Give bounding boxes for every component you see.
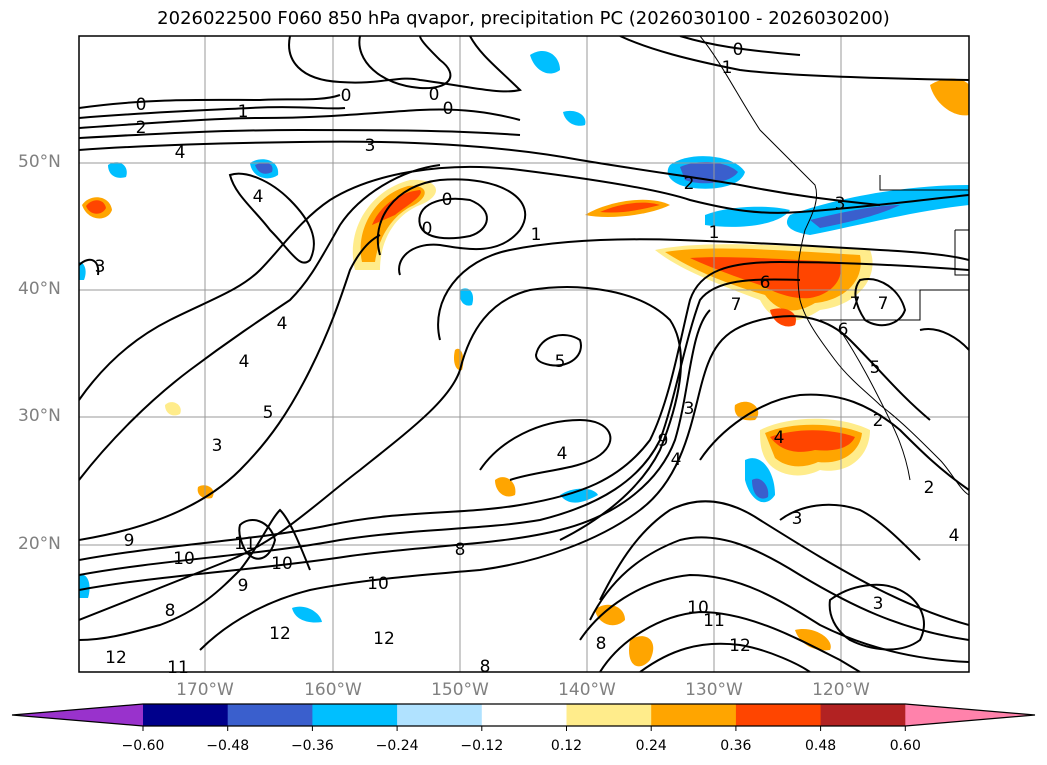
contour-label: 9	[658, 431, 669, 451]
contour-label: 4	[671, 450, 682, 470]
contour-label: 1	[531, 225, 542, 245]
contour-label: 5	[870, 358, 881, 378]
lon-label-120w: 120°W	[812, 680, 870, 700]
colorbar-bin	[143, 704, 229, 726]
contour-label: 4	[557, 444, 568, 464]
contour-label: 4	[175, 143, 186, 163]
contour-label: 0	[442, 190, 453, 210]
contour-label: 5	[263, 403, 274, 423]
contour-label: 6	[838, 320, 849, 340]
contour-label: 9	[238, 576, 249, 596]
contour-label: 12	[105, 648, 127, 668]
contour-label: 3	[95, 257, 106, 277]
colorbar-bin	[312, 704, 398, 726]
contour-label: 1	[709, 223, 720, 243]
contour-label: 1	[238, 102, 249, 122]
colorbar-tick-label: −0.60	[121, 738, 165, 754]
contour-label: 4	[239, 352, 250, 372]
contour-label: 7	[731, 295, 742, 315]
lat-label-30n: 30°N	[18, 406, 61, 426]
contour-label: 2	[873, 411, 884, 431]
contour-label: 12	[373, 629, 395, 649]
contour-label: 11	[167, 658, 189, 678]
contour-label: 10	[173, 549, 195, 569]
contour-label: 8	[596, 634, 607, 654]
contour-label: 3	[792, 509, 803, 529]
contour-label: 5	[555, 352, 566, 372]
contour-label: 3	[684, 399, 695, 419]
colorbar-tick-label: −0.48	[206, 738, 250, 754]
contour-label: 2	[136, 118, 147, 138]
contour-label: 10	[271, 554, 293, 574]
contour-label: 7	[850, 294, 861, 314]
lon-label-150w: 150°W	[431, 680, 489, 700]
qvapor-contours	[79, 36, 969, 672]
contour-label: 12	[269, 624, 291, 644]
contour-label: 4	[253, 187, 264, 207]
contour-label: 11	[703, 611, 725, 631]
contour-label: 1	[722, 58, 733, 78]
map-title: 2026022500 F060 850 hPa qvapor, precipit…	[157, 8, 890, 29]
colorbar-extend-max	[905, 704, 1035, 726]
contour-label: 10	[367, 574, 389, 594]
contour-label: 12	[729, 636, 751, 656]
contour-label: 2	[684, 174, 695, 194]
contour-label: 3	[212, 436, 223, 456]
contour-label: 0	[733, 40, 744, 60]
colorbar-tick-label: 0.24	[635, 738, 667, 754]
colorbar-bin	[397, 704, 483, 726]
colorbar-tick-label: −0.24	[375, 738, 419, 754]
contour-label: 3	[873, 594, 884, 614]
contour-label: 8	[480, 657, 491, 677]
contour-label: 4	[949, 526, 960, 546]
plot-frame	[78, 35, 970, 673]
contour-label: 10	[687, 598, 709, 618]
colorbar-bin	[481, 704, 567, 726]
colorbar-tick-label: −0.36	[290, 738, 334, 754]
colorbar-tick-label: 0.60	[889, 738, 921, 754]
contour-label: 11	[234, 534, 256, 554]
contour-label: 3	[835, 194, 846, 214]
colorbar-tick-label: −0.12	[460, 738, 504, 754]
contour-label: 6	[760, 273, 771, 293]
lon-label-160w: 160°W	[304, 680, 362, 700]
lat-label-20n: 20°N	[18, 534, 61, 554]
colorbar-bin	[227, 704, 313, 726]
colorbar-tick-label: 0.12	[550, 738, 583, 754]
contour-label: 0	[136, 95, 147, 115]
contour-label: 8	[455, 540, 466, 560]
precip-negative-patches	[79, 50, 969, 623]
lon-label-170w: 170°W	[176, 680, 234, 700]
contour-label: 4	[277, 314, 288, 334]
colorbar	[11, 703, 1036, 731]
precip-positive-patches	[82, 78, 969, 667]
contour-label: 3	[365, 136, 376, 156]
colorbar-bin	[820, 704, 906, 726]
lat-label-50n: 50°N	[18, 152, 61, 172]
colorbar-tick-label: 0.48	[805, 738, 837, 754]
colorbar-bin	[566, 704, 652, 726]
colorbar-extend-min	[12, 704, 143, 726]
contour-label: 7	[878, 294, 889, 314]
coastlines	[699, 36, 969, 496]
lon-label-130w: 130°W	[685, 680, 743, 700]
precip-fill-layer	[79, 50, 969, 667]
colorbar-tick-label: 0.36	[720, 738, 752, 754]
contour-label: 4	[774, 428, 785, 448]
colorbar-bin	[735, 704, 822, 726]
colorbar-bin	[651, 704, 737, 726]
lon-label-140w: 140°W	[558, 680, 616, 700]
contour-label: 8	[165, 601, 176, 621]
contour-label: 0	[341, 86, 352, 106]
contour-label: 9	[124, 531, 135, 551]
contour-label: 0	[443, 99, 454, 119]
lat-label-40n: 40°N	[18, 279, 61, 299]
contour-label: 2	[924, 478, 935, 498]
contour-label: 0	[422, 219, 433, 239]
contour-label: 0	[429, 85, 440, 105]
